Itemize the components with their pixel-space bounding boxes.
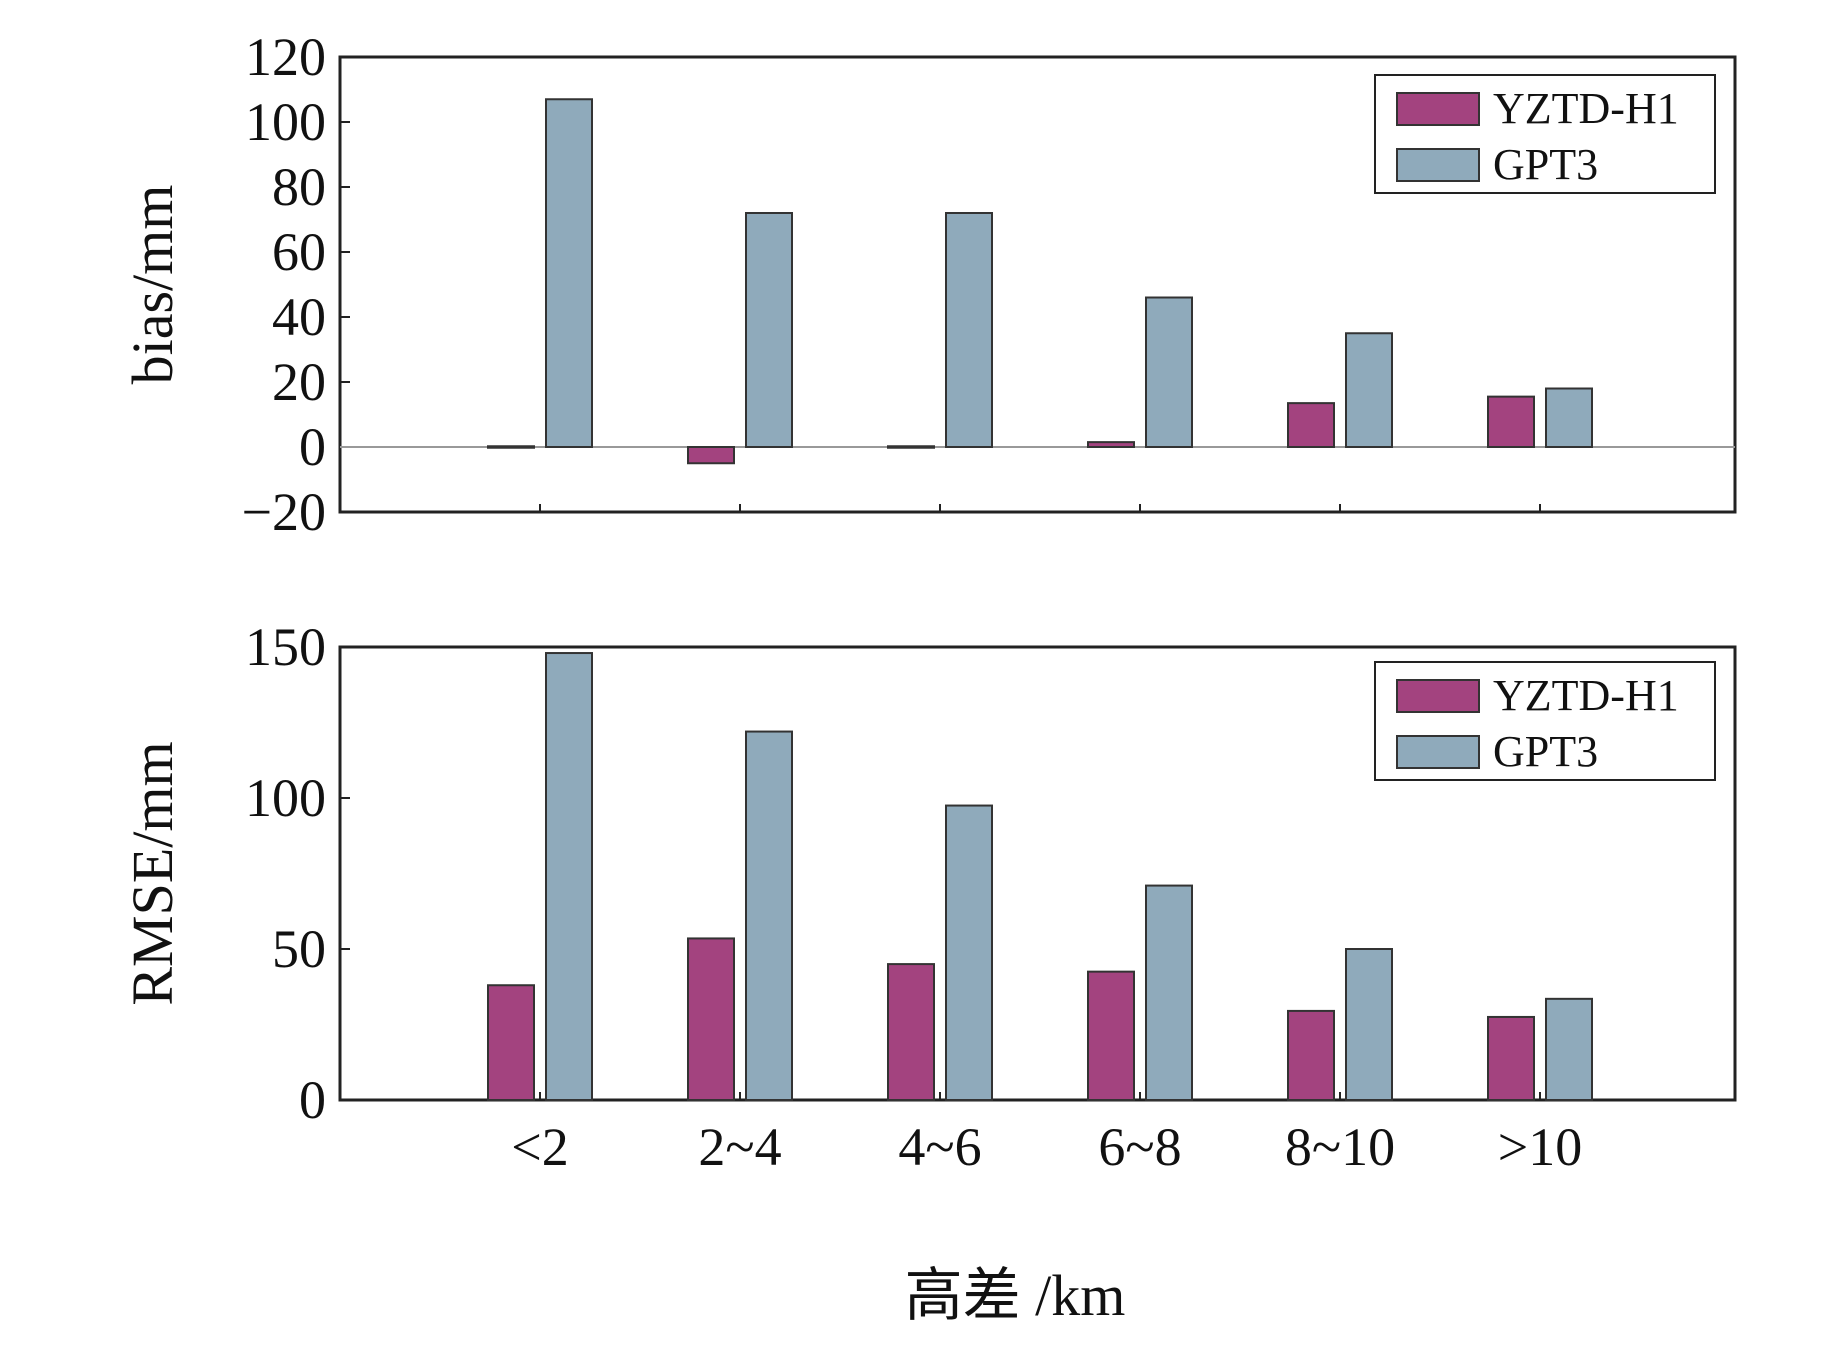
y-tick-label: −20 <box>242 482 326 542</box>
x-tick-label: <2 <box>511 1117 568 1177</box>
y-tick-label: 50 <box>272 919 326 979</box>
bar-yztd-h1-1 <box>687 937 735 1101</box>
legend-label-gpt3: GPT3 <box>1493 727 1598 776</box>
bar-gpt3-4 <box>1345 332 1393 448</box>
bar-gpt3-0 <box>545 98 593 448</box>
y-tick-label: 20 <box>272 352 326 412</box>
x-tick-label: 2~4 <box>698 1117 781 1177</box>
bar-gpt3-2 <box>945 212 993 448</box>
y-tick-label: 150 <box>245 617 326 677</box>
bar-yztd-h1-4 <box>1287 402 1335 448</box>
x-tick-label: 6~8 <box>1098 1117 1181 1177</box>
bar-yztd-h1-2 <box>887 963 935 1101</box>
bar-yztd-h1-5 <box>1487 395 1535 448</box>
bar-gpt3-4 <box>1345 948 1393 1101</box>
y-tick-label: 0 <box>299 1070 326 1130</box>
y-tick-label: 100 <box>245 768 326 828</box>
x-tick-label: 8~10 <box>1285 1117 1395 1177</box>
bar-gpt3-2 <box>945 804 993 1101</box>
legend-label-yztd-h1: YZTD-H1 <box>1493 84 1679 133</box>
bar-yztd-h1-2 <box>887 445 935 449</box>
bar-yztd-h1-3 <box>1087 441 1135 448</box>
bar-gpt3-1 <box>745 212 793 448</box>
y-axis-title: bias/mm <box>120 185 185 385</box>
y-tick-label: 0 <box>299 417 326 477</box>
rmse-panel: 0 50 100 150 RMSE/mm YZTD-H1 GPT3 <2 2~4 4~6 6~8 8~… <box>120 617 1737 1177</box>
y-tick-label: 60 <box>272 222 326 282</box>
legend-label-yztd-h1: YZTD-H1 <box>1493 671 1679 720</box>
legend-swatch-gpt3 <box>1396 148 1480 182</box>
legend-label-gpt3: GPT3 <box>1493 140 1598 189</box>
bar-gpt3-5 <box>1545 997 1593 1102</box>
bar-yztd-h1-0 <box>487 984 535 1101</box>
legend-swatch-gpt3 <box>1396 735 1480 769</box>
bar-gpt3-0 <box>545 652 593 1101</box>
y-axis-title: RMSE/mm <box>120 741 185 1005</box>
y-tick-label: 120 <box>245 27 326 87</box>
bar-yztd-h1-0 <box>487 445 535 449</box>
bar-yztd-h1-5 <box>1487 1015 1535 1102</box>
y-tick-label: 100 <box>245 92 326 152</box>
bar-gpt3-5 <box>1545 387 1593 448</box>
x-axis-title: 高差 /km <box>905 1263 1126 1328</box>
legend-swatch-yztd-h1 <box>1396 92 1480 126</box>
bar-gpt3-3 <box>1145 296 1193 448</box>
x-tick-label: >10 <box>1498 1117 1582 1177</box>
bar-yztd-h1-3 <box>1087 970 1135 1102</box>
bar-gpt3-1 <box>745 730 793 1101</box>
y-tick-label: 80 <box>272 157 326 217</box>
plot-frame <box>338 645 1737 1102</box>
plot-frame <box>338 55 1737 514</box>
bar-gpt3-3 <box>1145 884 1193 1102</box>
x-tick-label: 4~6 <box>898 1117 981 1177</box>
legend-swatch-yztd-h1 <box>1396 679 1480 713</box>
y-tick-label: 40 <box>272 287 326 347</box>
bar-yztd-h1-4 <box>1287 1009 1335 1101</box>
bar-yztd-h1-1 <box>687 446 735 465</box>
